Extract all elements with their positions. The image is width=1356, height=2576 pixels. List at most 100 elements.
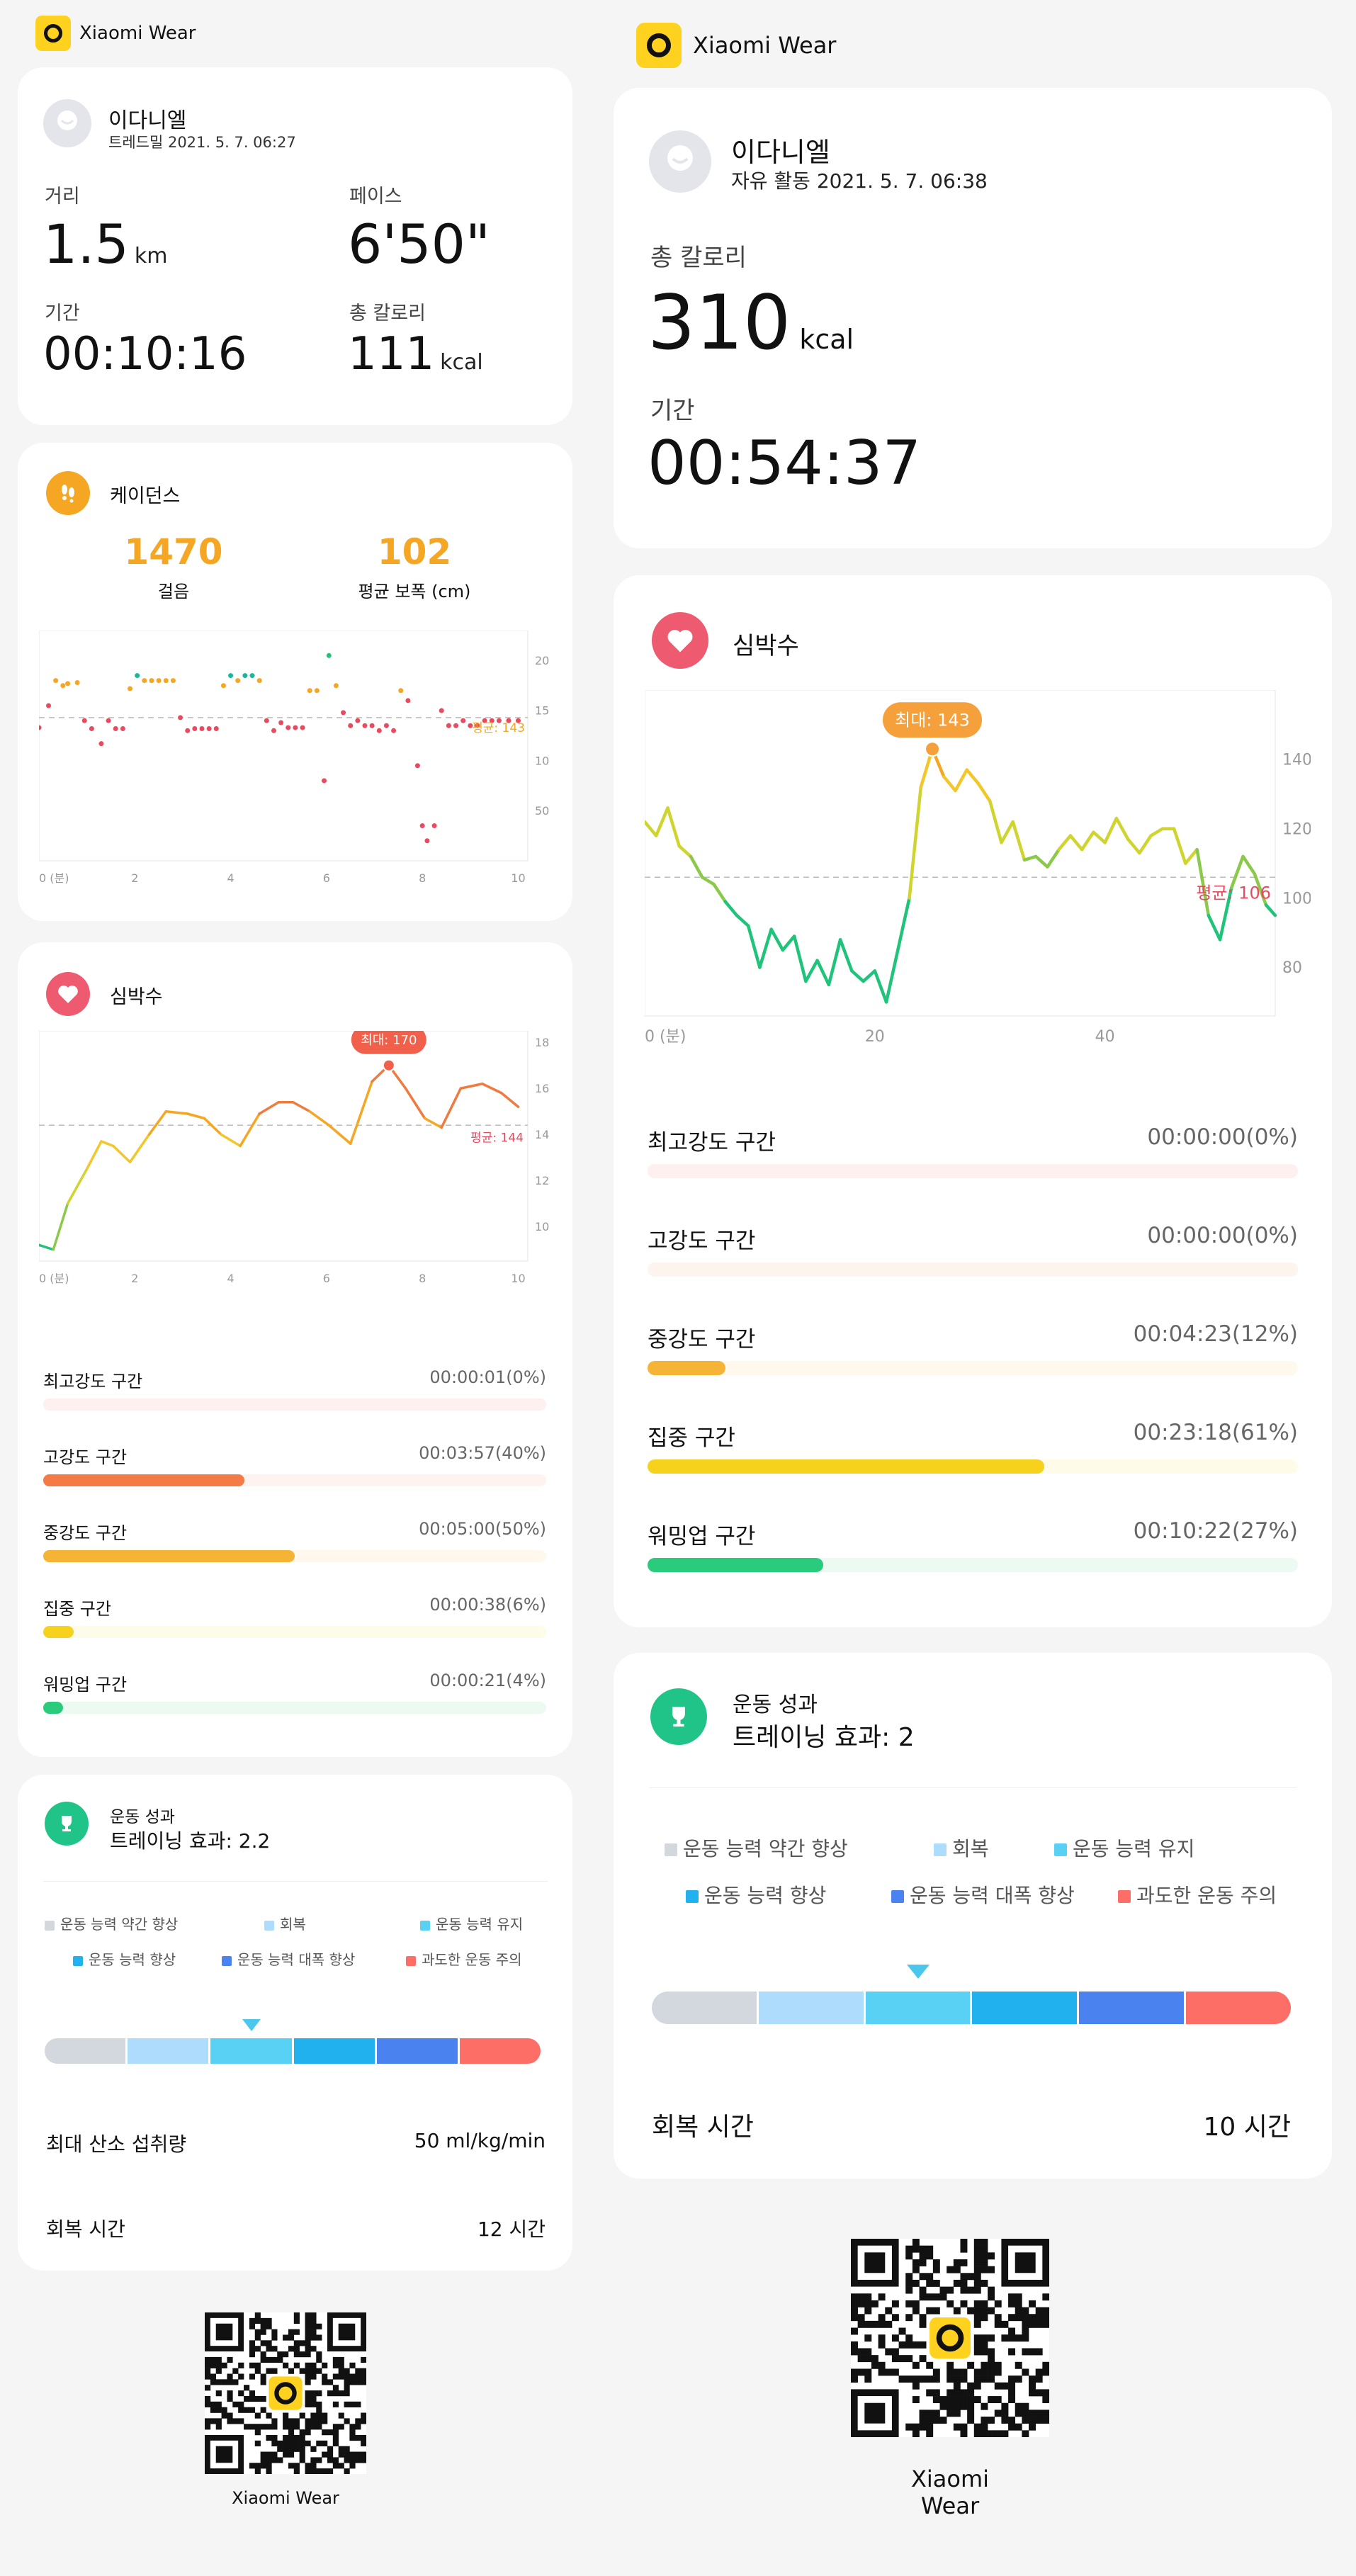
data-point: [256, 678, 262, 684]
qr-module: [205, 2368, 211, 2374]
qr-module: [1035, 2376, 1043, 2383]
zone-time: 00:05:00(50%): [419, 1519, 546, 1539]
data-point: [278, 720, 284, 725]
avatar: [649, 130, 711, 193]
qr-module: [981, 2279, 988, 2287]
qr-module: [277, 2446, 283, 2452]
qr-module: [912, 2376, 920, 2383]
qr-module: [221, 2407, 227, 2413]
hr-line-segment: [700, 876, 716, 886]
qr-module: [981, 2368, 988, 2376]
qr-module: [1042, 2396, 1049, 2404]
qr-module: [215, 2368, 222, 2374]
qr-center-logo: [930, 2317, 971, 2358]
qr-module: [953, 2382, 961, 2390]
qr-module: [227, 2356, 233, 2363]
qr-module: [973, 2273, 981, 2281]
qr-module: [878, 2314, 886, 2322]
qr-module: [973, 2320, 981, 2328]
hr-line-segment: [954, 768, 968, 793]
legend-label: 운동 능력 대폭 향상: [910, 1884, 1075, 1907]
qr-module: [871, 2300, 878, 2307]
qr-module: [988, 2361, 995, 2369]
qr-module: [293, 2418, 300, 2424]
zone-track: [648, 1164, 1298, 1178]
qr-module: [981, 2430, 988, 2437]
qr-module: [973, 2348, 981, 2356]
legend-swatch: [1054, 1843, 1067, 1856]
qr-module: [254, 2317, 261, 2324]
qr-module: [249, 2346, 256, 2352]
qr-finder: [864, 2252, 886, 2273]
qr-module: [210, 2401, 217, 2407]
qr-module: [905, 2273, 913, 2281]
qr-module: [299, 2340, 305, 2346]
qr-module: [981, 2334, 988, 2342]
qr-module: [919, 2273, 927, 2281]
qr-module: [1008, 2327, 1016, 2335]
x-tick-label: 10: [511, 1272, 525, 1285]
qr-module: [912, 2307, 920, 2315]
heart-card: 심박수 140 120 100 80 0 (분) 20 40 최대: 143 평균: 106 최…: [614, 575, 1332, 1627]
hr-line-segment: [1114, 816, 1130, 841]
qr-module: [244, 2395, 250, 2402]
qr-module: [293, 2362, 300, 2368]
qr-module: [299, 2429, 305, 2436]
qr-module: [1035, 2314, 1043, 2322]
qr-module: [316, 2368, 322, 2374]
qr-module: [254, 2429, 261, 2436]
qr-module: [344, 2446, 350, 2452]
qr-module: [210, 2407, 217, 2413]
hr-line-segment: [164, 1110, 189, 1115]
qr-module: [215, 2424, 222, 2430]
data-point: [142, 678, 147, 684]
qr-module: [953, 2410, 961, 2417]
qr-module: [283, 2434, 289, 2441]
qr-module: [266, 2412, 272, 2419]
qr-module: [1008, 2376, 1016, 2383]
qr-module: [316, 2356, 322, 2363]
qr-module: [254, 2440, 261, 2446]
zone-time: 00:04:23(12%): [1133, 1321, 1298, 1347]
effect-scale: [45, 2038, 541, 2064]
qr-module: [947, 2376, 954, 2383]
legend-item: 과도한 운동 주의: [406, 1948, 522, 1969]
qr-module: [266, 2340, 272, 2346]
qr-module: [305, 2424, 311, 2430]
qr-module: [981, 2252, 988, 2260]
data-point: [46, 703, 52, 708]
qr-module: [926, 2430, 934, 2437]
data-point: [135, 673, 140, 679]
qr-finder: [864, 2402, 886, 2424]
qr-module: [919, 2341, 927, 2349]
qr-module: [988, 2334, 995, 2342]
qr-module: [926, 2273, 934, 2281]
qr-module: [947, 2368, 954, 2376]
qr-module: [953, 2266, 961, 2273]
qr-module: [947, 2396, 954, 2404]
data-point: [178, 715, 183, 721]
qr-module: [332, 2434, 339, 2441]
qr-module: [266, 2468, 272, 2474]
qr-module: [919, 2252, 927, 2260]
legend-swatch: [406, 1955, 416, 1966]
data-point: [39, 725, 42, 730]
qr-module: [355, 2434, 361, 2441]
hr-line-segment: [769, 927, 785, 952]
qr-module: [254, 2334, 261, 2341]
qr-module: [327, 2446, 334, 2452]
qr-module: [266, 2424, 272, 2430]
qr-module: [857, 2300, 865, 2307]
plot-frame: [39, 631, 529, 862]
qr-module: [926, 2361, 934, 2369]
data-point: [506, 718, 512, 723]
data-point: [81, 718, 87, 723]
data-point: [453, 723, 459, 728]
qr-module: [288, 2440, 295, 2446]
hr-line-segment: [1022, 854, 1038, 862]
stat-duration: 00:10:16: [43, 328, 247, 380]
qr-module: [254, 2412, 261, 2419]
qr-module: [260, 2323, 266, 2329]
qr-module: [361, 2434, 366, 2441]
qr-module: [926, 2279, 934, 2287]
